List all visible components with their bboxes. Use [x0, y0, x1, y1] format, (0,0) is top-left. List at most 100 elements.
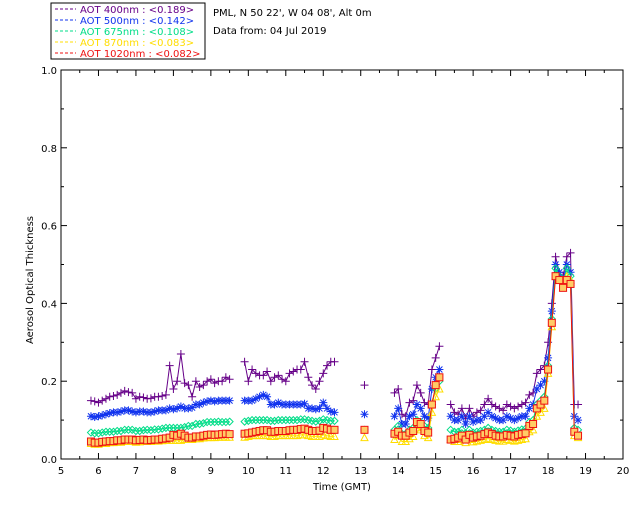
data-point	[446, 400, 455, 409]
data-point	[94, 412, 103, 421]
data-point	[278, 375, 287, 384]
data-point	[165, 361, 174, 370]
x-tick-label: 13	[354, 466, 367, 477]
data-point	[514, 402, 523, 411]
data-point	[157, 424, 167, 433]
data-point	[109, 427, 118, 436]
series-layer	[86, 248, 583, 448]
data-point	[274, 398, 283, 407]
data-point	[187, 421, 197, 431]
x-tick-label: 12	[317, 466, 330, 477]
data-point	[206, 396, 215, 405]
data-point	[191, 419, 201, 429]
data-point	[139, 407, 148, 416]
data-point	[206, 417, 216, 427]
data-point	[161, 390, 170, 399]
x-tick-label: 19	[579, 466, 592, 477]
data-point	[105, 409, 114, 418]
data-point	[263, 392, 272, 401]
legend-label: AOT 400nm : <0.189>	[80, 5, 194, 16]
data-point	[139, 393, 148, 402]
data-point	[244, 416, 253, 426]
data-point	[202, 417, 212, 427]
data-point	[446, 412, 455, 421]
data-point	[296, 365, 305, 374]
data-point	[517, 400, 526, 409]
data-point	[86, 396, 95, 405]
data-point	[435, 365, 444, 374]
data-point	[431, 381, 440, 390]
data-point	[139, 426, 148, 435]
data-point	[506, 402, 515, 411]
data-point	[401, 436, 411, 445]
data-point	[484, 394, 493, 403]
data-point	[525, 404, 534, 413]
x-tick-label: 6	[95, 466, 101, 477]
data-point	[191, 377, 200, 386]
y-tick-label: 0.4	[41, 299, 57, 310]
data-point	[540, 396, 549, 405]
data-point	[248, 365, 257, 374]
data-point	[532, 369, 541, 378]
data-point	[487, 412, 496, 421]
data-point	[431, 353, 440, 362]
data-point	[98, 411, 107, 420]
data-point	[319, 398, 328, 407]
data-point	[484, 408, 493, 417]
data-point	[150, 425, 159, 434]
data-point	[405, 398, 414, 407]
data-point	[435, 342, 444, 351]
data-point	[521, 398, 530, 407]
data-point	[289, 367, 298, 376]
y-tick-label: 0.8	[41, 144, 57, 155]
data-point	[161, 423, 171, 433]
data-point	[266, 377, 275, 386]
data-point	[390, 434, 399, 444]
data-point	[285, 369, 294, 378]
data-point	[544, 365, 553, 374]
data-point	[105, 427, 114, 436]
data-point	[274, 415, 283, 425]
series-1	[86, 260, 583, 428]
data-point	[330, 425, 339, 434]
data-point	[221, 417, 231, 427]
data-point	[244, 377, 253, 386]
data-point	[251, 369, 260, 378]
x-tick-label: 17	[504, 466, 517, 477]
legend-label: AOT 870nm : <0.083>	[80, 38, 194, 49]
data-point	[536, 381, 545, 390]
axis-ticks: 5 6 7 8 9 10 11 12 13 14 15 16 17 18 19 20 0.0 0.2 0.4 0.6 0…	[41, 66, 629, 477]
data-point	[199, 381, 208, 390]
data-point	[101, 394, 110, 403]
data-point	[184, 404, 193, 413]
data-point	[326, 407, 335, 416]
data-point	[465, 404, 474, 413]
data-point	[435, 373, 444, 382]
data-point	[184, 381, 193, 390]
data-point	[218, 377, 227, 386]
chart-title: PML, N 50 22', W 04 08', Alt 0m	[213, 8, 372, 19]
x-tick-label: 9	[208, 466, 214, 477]
data-point	[547, 318, 556, 327]
legend-box	[50, 2, 206, 60]
x-tick-label: 5	[58, 466, 64, 477]
data-point	[240, 417, 249, 426]
data-point	[146, 394, 155, 403]
data-point	[412, 400, 421, 409]
data-point	[308, 404, 317, 413]
data-point	[315, 431, 324, 440]
series-line	[90, 353, 230, 404]
data-point	[574, 416, 583, 425]
data-point	[120, 386, 129, 395]
data-point	[240, 357, 249, 366]
data-point	[101, 427, 111, 436]
data-point	[566, 248, 575, 257]
data-point	[476, 406, 485, 415]
data-point	[360, 433, 369, 442]
data-point	[146, 426, 156, 435]
legend-label: AOT 1020nm : <0.082>	[80, 49, 200, 60]
data-point	[98, 428, 107, 437]
data-point	[131, 426, 141, 436]
data-point	[176, 349, 185, 358]
